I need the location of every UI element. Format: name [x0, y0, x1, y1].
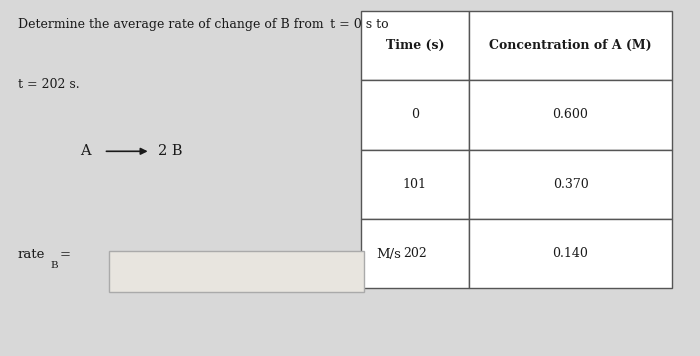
Text: t = 202 s.: t = 202 s.	[18, 78, 79, 91]
Bar	[469, 219, 672, 288]
Text: 0.140: 0.140	[552, 247, 589, 260]
Text: =: =	[60, 248, 71, 261]
Bar	[360, 80, 469, 150]
Bar	[360, 11, 469, 80]
Text: Concentration of A (M): Concentration of A (M)	[489, 39, 652, 52]
Bar	[469, 150, 672, 219]
Text: 202: 202	[403, 247, 426, 260]
Bar	[360, 219, 469, 288]
Text: 101: 101	[402, 178, 427, 191]
Text: 2 B: 2 B	[158, 144, 182, 158]
Text: B: B	[50, 261, 58, 270]
Text: M/s: M/s	[377, 248, 402, 261]
Text: Time (s): Time (s)	[386, 39, 444, 52]
Text: 0.600: 0.600	[552, 108, 589, 121]
Bar	[469, 80, 672, 150]
Text: A: A	[80, 144, 91, 158]
Text: 0: 0	[411, 108, 419, 121]
Text: rate: rate	[18, 248, 45, 261]
FancyBboxPatch shape	[108, 251, 364, 292]
Bar	[469, 11, 672, 80]
Bar	[360, 150, 469, 219]
Text: 0.370: 0.370	[552, 178, 589, 191]
Text: Determine the average rate of change of B from  t = 0 s to: Determine the average rate of change of …	[18, 18, 388, 31]
